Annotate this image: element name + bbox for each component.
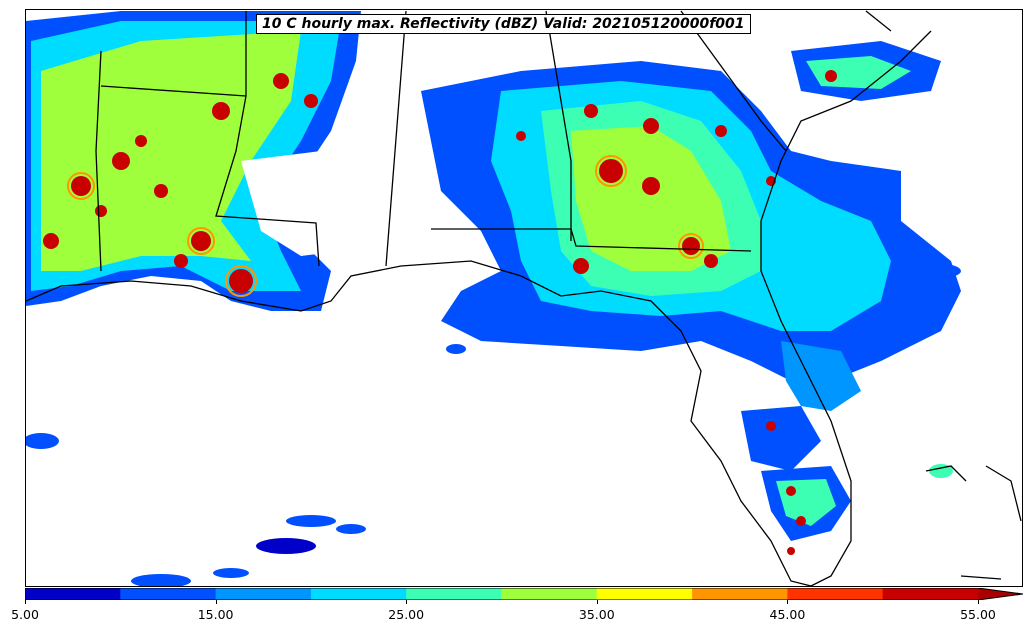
coastline-gulf bbox=[26, 30, 932, 586]
colorbar-tick-label: 25.00 bbox=[388, 607, 425, 622]
colorbar-tick-label: 15.00 bbox=[197, 607, 234, 622]
colorbar-tick-label: 5.00 bbox=[11, 607, 39, 622]
reflectivity-field bbox=[26, 11, 961, 586]
state-line-al-ga bbox=[545, 10, 572, 241]
boundaries bbox=[26, 10, 1022, 586]
colorbar-tick bbox=[787, 600, 789, 604]
reflectivity-map bbox=[26, 10, 1022, 586]
coastline-cuba-edge bbox=[960, 575, 1002, 580]
colorbar-band bbox=[692, 588, 788, 600]
clear-area-la bbox=[241, 151, 361, 256]
colorbar-band bbox=[120, 588, 217, 600]
echo-cell-atlantic-2 bbox=[851, 173, 891, 189]
moderate-echo-rings bbox=[67, 155, 704, 297]
state-line-ar-la bbox=[100, 85, 247, 97]
colorbar-outline bbox=[25, 588, 1023, 600]
echo-cell-gulf-4 bbox=[213, 568, 249, 578]
map-title: 10 C hourly max. Reflectivity (dBZ) Vali… bbox=[256, 14, 751, 34]
map-frame bbox=[25, 9, 1023, 587]
echo-region-fl-east bbox=[781, 341, 861, 411]
colorbar-band bbox=[787, 588, 884, 600]
state-line-ms-al bbox=[385, 10, 407, 267]
reflectivity-colorbar bbox=[25, 588, 1023, 600]
echo-cell-gulf-3 bbox=[131, 574, 191, 586]
colorbar-band bbox=[310, 588, 407, 600]
echo-cell-atlantic-1 bbox=[921, 264, 961, 278]
coastline-bahamas bbox=[925, 465, 967, 482]
echo-cell-gulf-6 bbox=[336, 524, 366, 534]
colorbar-band bbox=[882, 588, 979, 600]
echo-cell-gulf-2 bbox=[256, 538, 316, 554]
state-line-sc-nc bbox=[865, 10, 892, 32]
state-line-fl-al bbox=[431, 228, 752, 252]
colorbar-tick bbox=[978, 600, 979, 604]
coastline-east-right bbox=[985, 465, 1022, 522]
state-line-ms-west bbox=[215, 11, 320, 267]
colorbar-band bbox=[501, 588, 598, 600]
colorbar-tick-label: 35.00 bbox=[578, 607, 615, 622]
colorbar-tick-label: 45.00 bbox=[769, 607, 806, 622]
state-line-tx-la bbox=[95, 50, 102, 272]
colorbar-band bbox=[215, 588, 312, 600]
colorbar-band bbox=[25, 588, 121, 600]
colorbar-band bbox=[596, 588, 693, 600]
colorbar-extend-arrow bbox=[978, 588, 1023, 600]
echo-region-fl-south-1 bbox=[741, 406, 821, 471]
colorbar-tick bbox=[406, 600, 408, 604]
strong-echo-cells bbox=[43, 70, 837, 555]
state-line-ga-sc bbox=[680, 10, 787, 152]
colorbar-tick-label: 55.00 bbox=[960, 607, 996, 622]
echo-cell-bahamas bbox=[929, 464, 953, 478]
colorbar-band bbox=[406, 588, 502, 600]
echo-cell-gulf-1 bbox=[286, 515, 336, 527]
echo-cell-gulf-7 bbox=[446, 344, 466, 354]
colorbar-tick bbox=[215, 600, 217, 604]
colorbar-tick bbox=[25, 600, 26, 604]
echo-cell-gulf-5 bbox=[26, 433, 59, 449]
colorbar-tick bbox=[596, 600, 598, 604]
